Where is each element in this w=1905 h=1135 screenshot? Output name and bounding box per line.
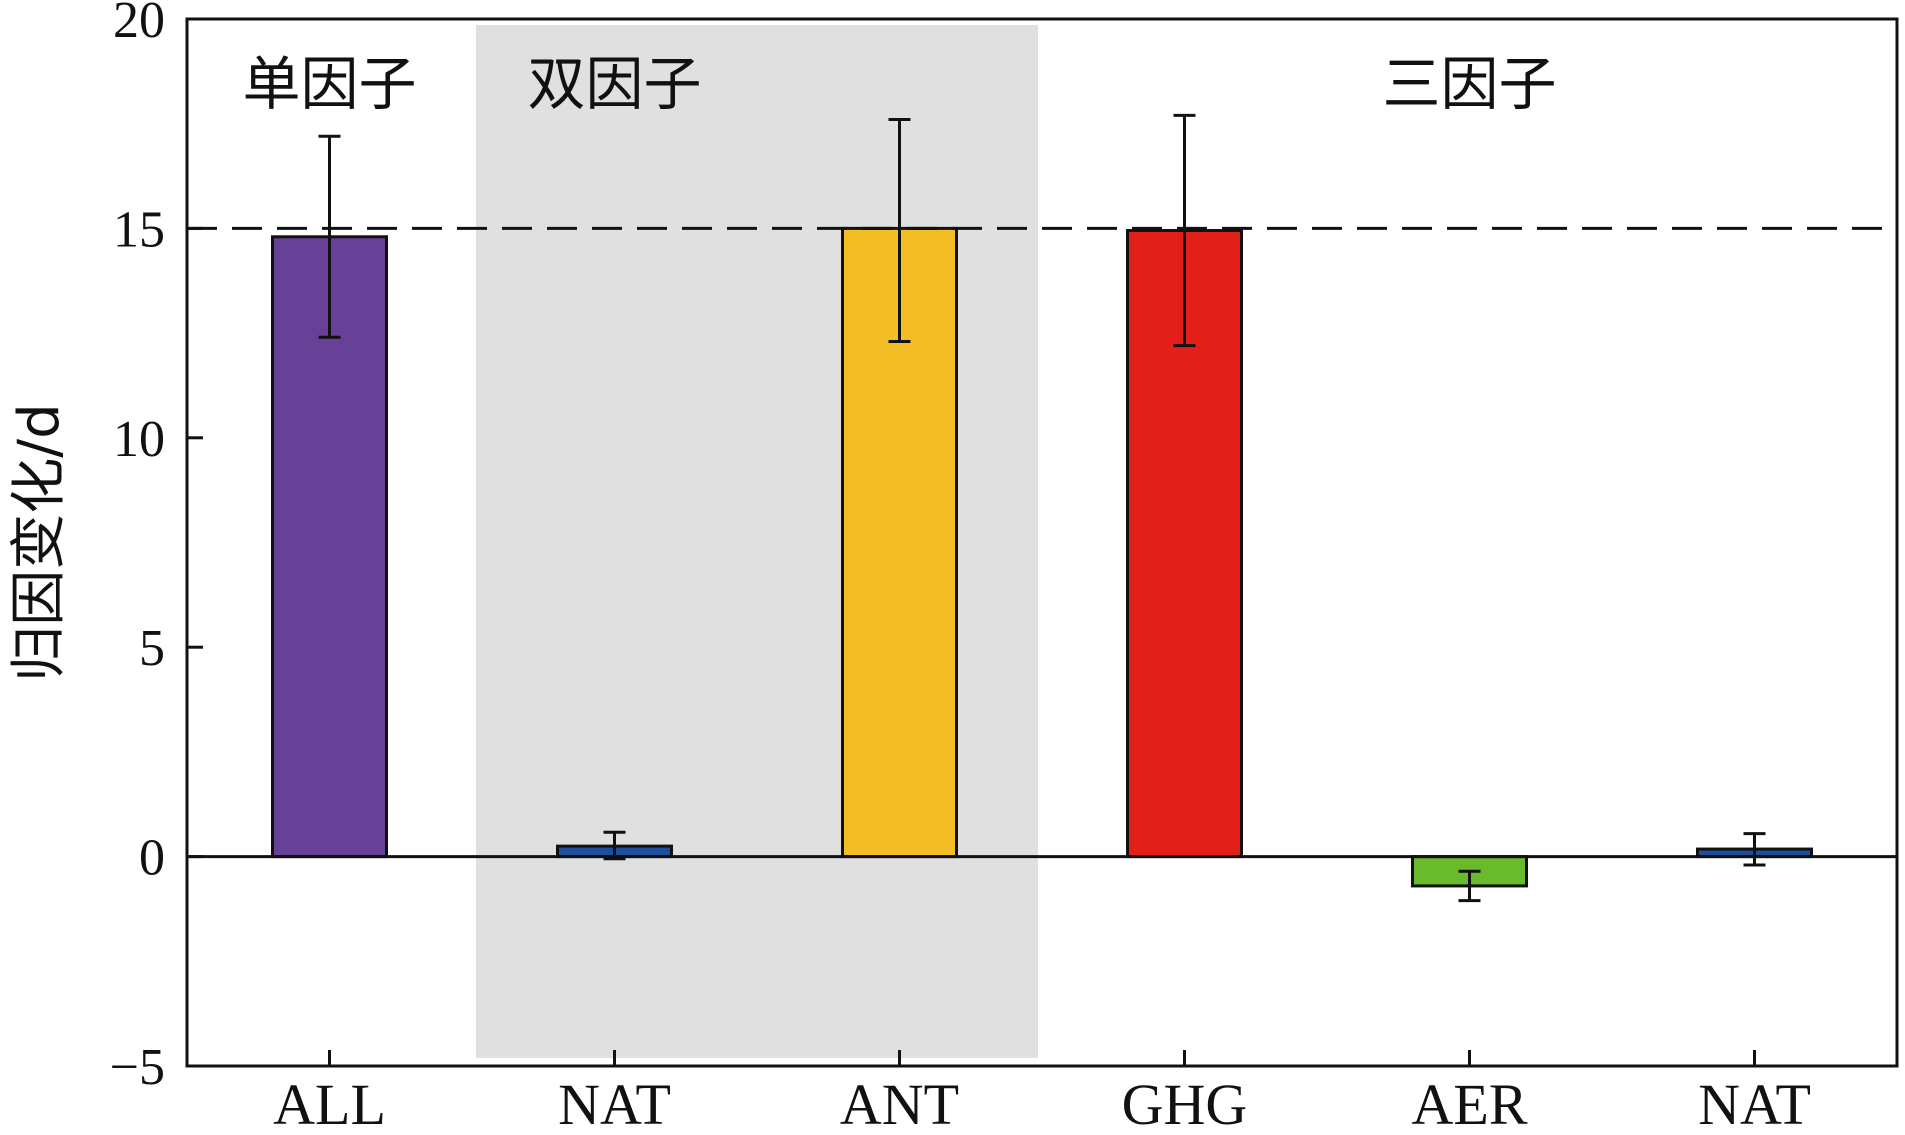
bars [271,226,1813,888]
y-tick-label-4: 15 [113,201,165,258]
reference-lines [187,226,1897,859]
error-bar-1 [603,830,626,861]
ticks: −5 0 5 10 15 20 ALL NAT ANT GHG AER NAT [110,0,1811,1135]
x-tick-label-5: NAT [1698,1072,1811,1135]
error-bar-4 [1458,869,1481,903]
axes [185,17,1899,1068]
plot-frame [185,17,1899,1068]
bar-all-0 [271,235,388,859]
error-bar-3 [1173,113,1196,348]
error-bar-0 [318,134,341,339]
x-tick-label-2: ANT [840,1072,959,1135]
error-bar-5 [1743,832,1766,867]
y-tick-label-0: −5 [110,1039,165,1096]
error-bar-2 [888,118,911,343]
y-tick-label-2: 5 [139,620,165,677]
group-label-1: 双因子 [527,50,701,118]
y-tick-label-5: 20 [113,0,165,49]
group-label-2: 三因子 [1382,50,1556,118]
group-label-0: 单因子 [242,50,416,118]
y-axis-label: 归因变化/d [7,403,72,681]
x-tick-label-0: ALL [273,1072,386,1135]
group-labels: 单因子 双因子 三因子 [242,50,1556,118]
x-tick-label-1: NAT [558,1072,671,1135]
y-tick-label-1: 0 [139,830,165,887]
error-bars [318,113,1766,903]
x-tick-label-4: AER [1412,1072,1528,1135]
x-tick-label-3: GHG [1122,1072,1248,1135]
y-tick-label-3: 10 [113,411,165,468]
